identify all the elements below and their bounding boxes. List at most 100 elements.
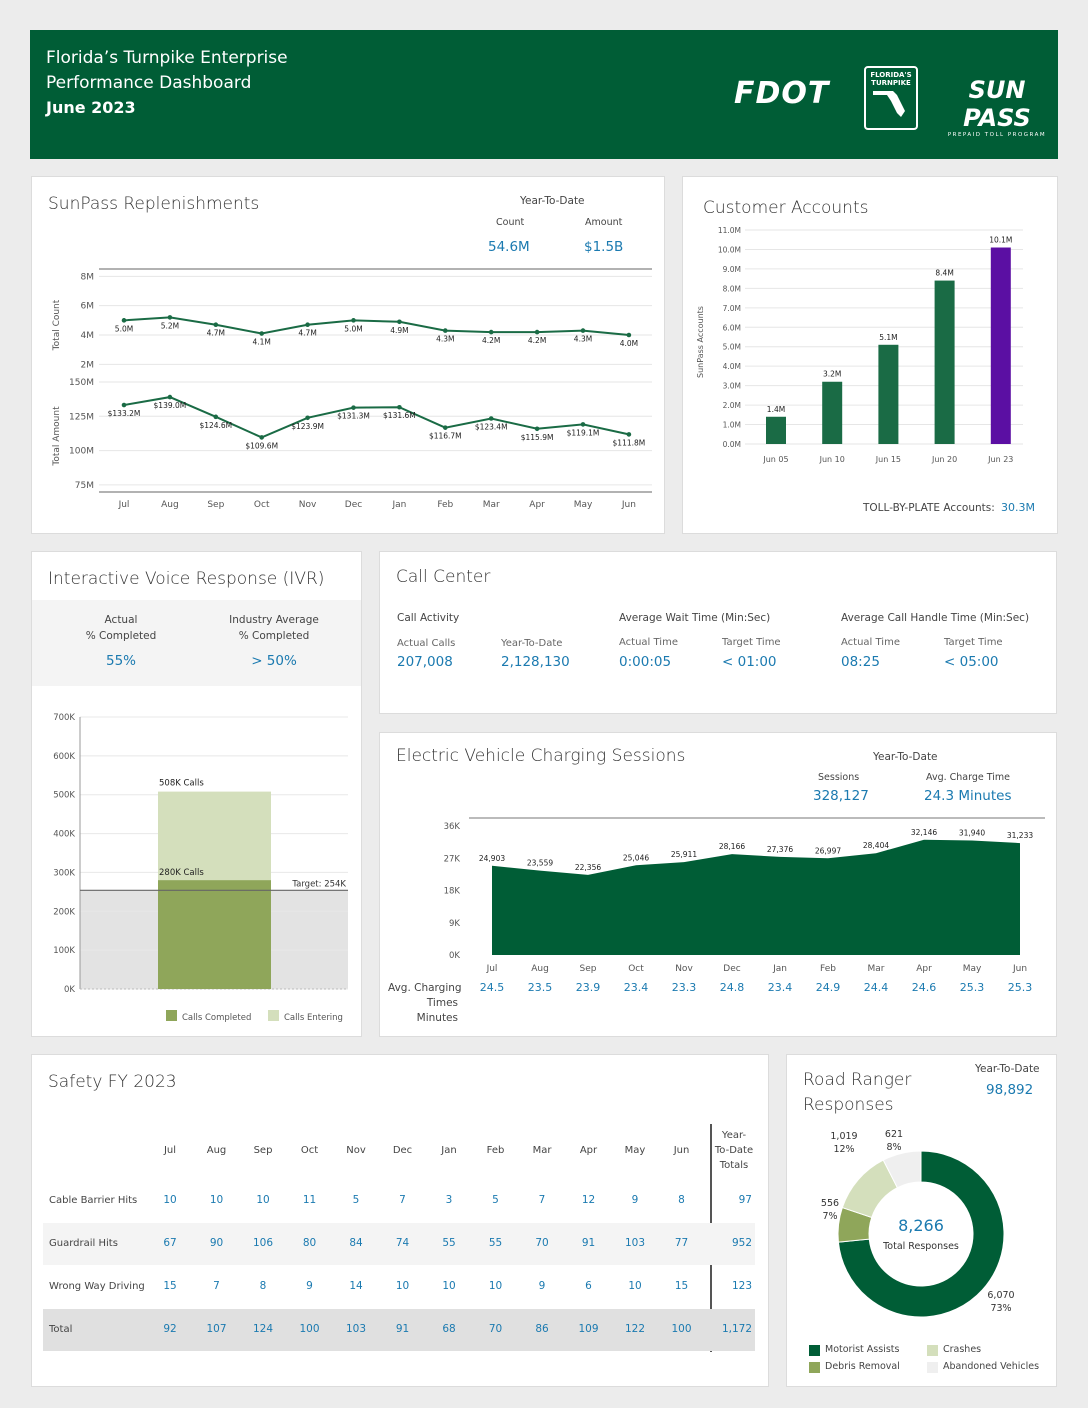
- safety-row-total: 97: [738, 1194, 752, 1206]
- customer-accounts-chart: SunPass Accounts 0.0M 1.0M 2.0M 3.0M 4.0M 5.0…: [696, 226, 1023, 464]
- safety-cell: 10: [395, 1280, 410, 1292]
- ivr-actual-label-1: Actual: [104, 614, 138, 626]
- safety-row-total: 1,172: [721, 1323, 752, 1335]
- ytd-calls-value: 2,128,130: [501, 654, 570, 670]
- y-tick-label: 5.0M: [723, 343, 741, 352]
- safety-month-header: Jan: [441, 1145, 457, 1156]
- ev-avg-label-3: Minutes: [416, 1012, 458, 1024]
- bar: [822, 381, 843, 444]
- safety-cell: 5: [352, 1194, 360, 1206]
- safety-cell: 11: [302, 1194, 317, 1206]
- x-tick-label: Mar: [868, 964, 885, 974]
- safety-row-bg: [43, 1223, 755, 1265]
- y-tick-label: 9.0M: [723, 265, 741, 274]
- legend-swatch-completed: [166, 1010, 177, 1021]
- ytd-count-label: Count: [496, 217, 525, 228]
- ytd-amount-value: $1.5B: [584, 239, 624, 255]
- y-tick-label: 3.0M: [723, 382, 741, 391]
- ev-charge-value: 24.3 Minutes: [924, 788, 1012, 804]
- ivr-industry-label-1: Industry Average: [229, 614, 319, 626]
- safety-row-total: 123: [731, 1280, 752, 1292]
- count-axis-label: Total Count: [52, 299, 62, 351]
- bar: [934, 280, 955, 444]
- safety-cell: 8: [678, 1194, 685, 1206]
- y-tick-label: 0.0M: [723, 440, 741, 449]
- road-ranger-ytd-label: Year-To-Date: [975, 1063, 1040, 1075]
- donut-value-label: 556: [821, 1198, 839, 1209]
- x-tick-label: Jun 20: [931, 455, 957, 464]
- y-tick-label: 300K: [53, 868, 75, 878]
- legend-swatch: [809, 1362, 820, 1373]
- road-ranger-title-line1: Road Ranger: [803, 1070, 912, 1090]
- x-tick-label: Oct: [628, 964, 644, 974]
- safety-cell: 14: [349, 1280, 363, 1292]
- data-label: $131.6M: [383, 411, 416, 420]
- handle-actual-value: 08:25: [841, 654, 880, 670]
- header-title-line2: Performance Dashboard: [46, 73, 252, 93]
- bar-label: 10.1M: [989, 236, 1012, 245]
- bar: [766, 416, 786, 444]
- y-tick-label: 4M: [81, 331, 95, 341]
- x-tick-label: Nov: [299, 500, 317, 510]
- data-label: 4.3M: [436, 335, 454, 344]
- road-ranger-title-line2: Responses: [803, 1095, 894, 1115]
- safety-cell: 8: [259, 1280, 267, 1292]
- x-tick-label: Apr: [529, 500, 545, 510]
- y-tick-label: 10.0M: [718, 245, 741, 254]
- wait-target-value: < 01:00: [722, 654, 777, 670]
- donut-slice: [882, 1150, 922, 1189]
- safety-cell: 10: [209, 1194, 224, 1206]
- ev-avg-label-2: Times: [426, 997, 458, 1009]
- wait-actual-label: Actual Time: [619, 637, 678, 648]
- x-tick-label: Jul: [486, 964, 498, 974]
- data-label: $116.7M: [429, 432, 462, 441]
- ivr-stats-panel: [32, 600, 361, 686]
- customer-accounts-title: Customer Accounts: [703, 198, 869, 218]
- safety-cell: 124: [252, 1323, 274, 1335]
- ev-data-label: 25,046: [623, 853, 649, 862]
- data-point: [213, 414, 219, 420]
- x-tick-label: Feb: [820, 964, 836, 974]
- safety-cell: 90: [209, 1237, 224, 1249]
- safety-cell: 3: [445, 1194, 453, 1206]
- safety-cell: 12: [581, 1194, 596, 1206]
- data-label: 4.9M: [390, 326, 408, 335]
- handle-time-label: Average Call Handle Time (Min:Sec): [841, 612, 1030, 624]
- data-point: [167, 394, 173, 400]
- legend-entering-label: Calls Entering: [284, 1013, 343, 1023]
- safety-cell: 10: [163, 1194, 177, 1206]
- y-tick-label: 100K: [53, 946, 75, 956]
- data-point: [397, 319, 402, 325]
- legend-swatch: [809, 1345, 820, 1356]
- sunpass-logo: SUN PASS PREPAID TOLL PROGRAM: [947, 76, 1047, 138]
- data-point: [534, 426, 540, 432]
- safety-cell: 92: [163, 1323, 177, 1335]
- data-point: [213, 322, 219, 328]
- data-point: [626, 332, 632, 338]
- data-label: 5.0M: [344, 324, 362, 333]
- ev-avg-time: 25.3: [1007, 981, 1033, 994]
- safety-cell: 86: [535, 1323, 549, 1335]
- data-point: [580, 422, 586, 427]
- wait-target-label: Target Time: [722, 637, 781, 648]
- donut-slice: [837, 1150, 1005, 1318]
- safety-row-label: Guardrail Hits: [49, 1238, 118, 1249]
- legend-completed-label: Calls Completed: [182, 1013, 251, 1023]
- ev-avg-time: 25.3: [959, 981, 985, 994]
- safety-month-header: Feb: [486, 1145, 505, 1156]
- call-center-card: Call Center Call Activity Actual Calls 2…: [379, 551, 1057, 714]
- donut-percent-label: 8%: [886, 1142, 901, 1153]
- replenishments-ytd-label: Year-To-Date: [520, 195, 585, 207]
- data-point: [259, 331, 264, 336]
- data-point: [534, 329, 540, 335]
- fdot-logo: FDOT: [734, 76, 830, 111]
- x-tick-label: Aug: [161, 500, 179, 510]
- legend-swatch: [927, 1345, 938, 1356]
- ev-data-label: 31,233: [1007, 831, 1033, 840]
- actual-calls-value: 207,008: [397, 654, 453, 670]
- data-point: [305, 415, 310, 421]
- x-tick-label: Aug: [531, 964, 549, 974]
- safety-cell: 6: [585, 1280, 592, 1292]
- florida-map-icon: [873, 91, 905, 117]
- safety-row-label: Total: [49, 1324, 73, 1335]
